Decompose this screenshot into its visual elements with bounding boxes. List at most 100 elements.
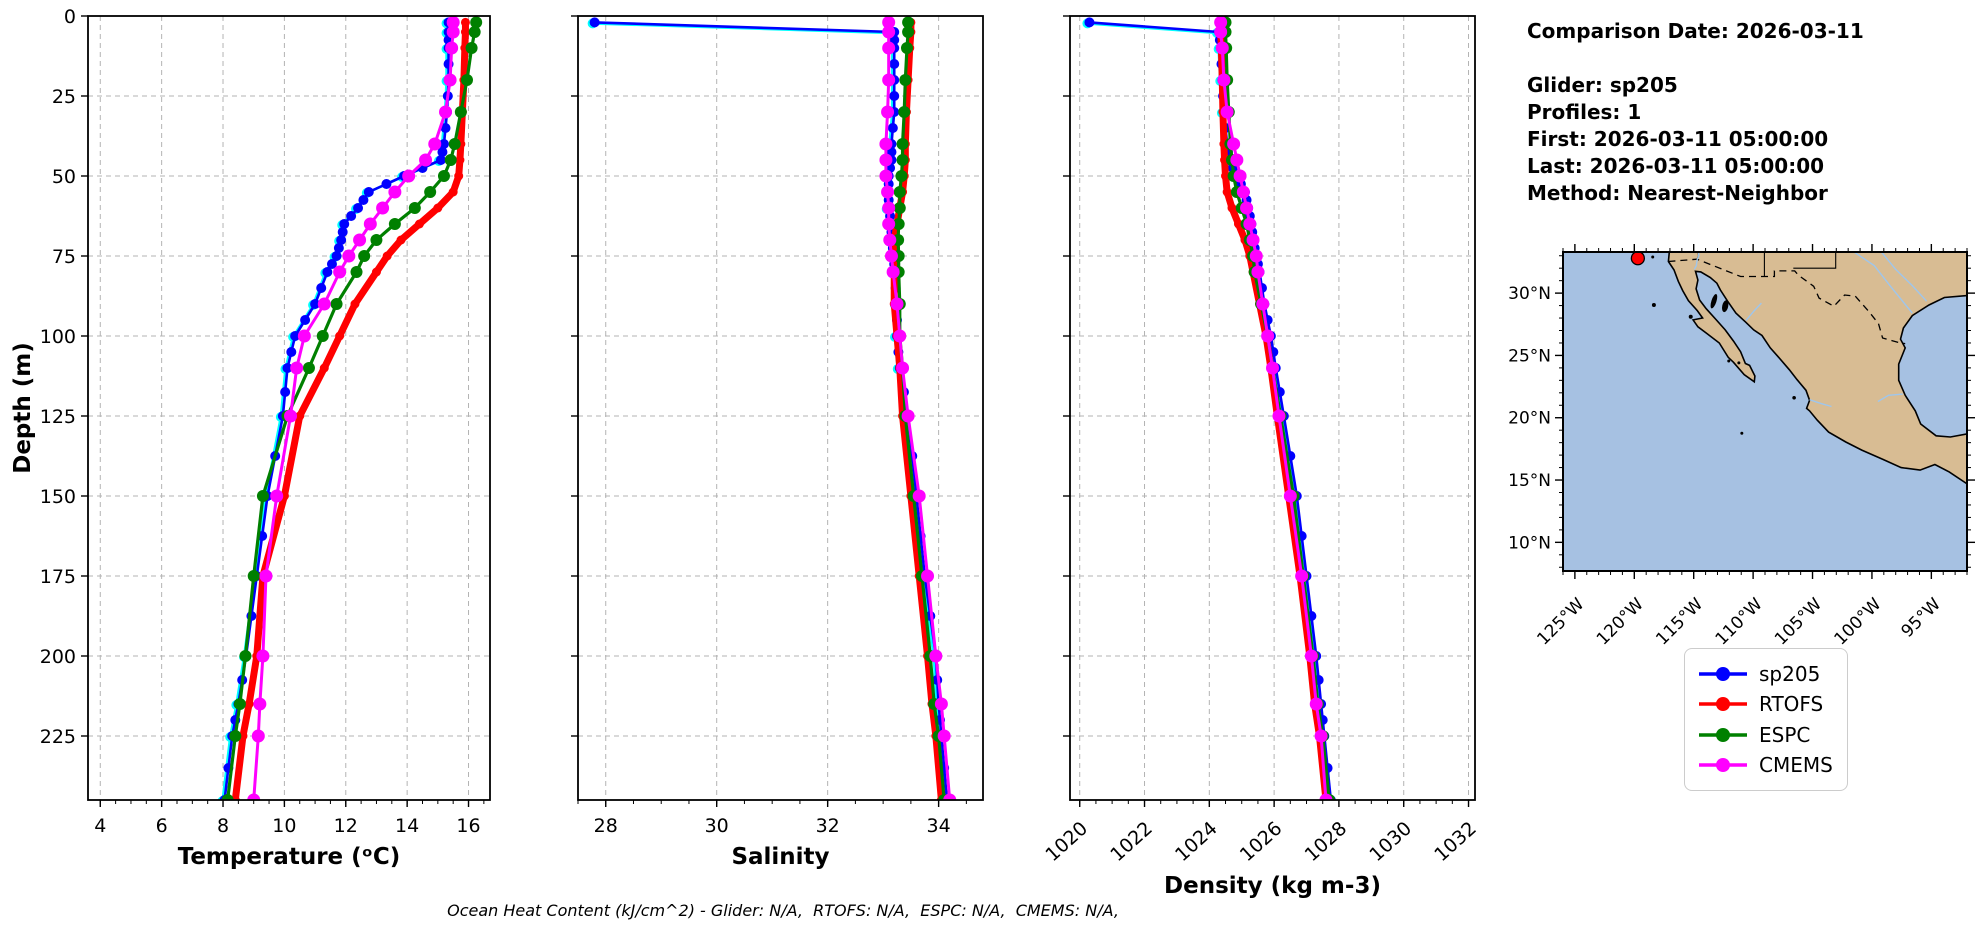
series-CMEMS-marker	[937, 729, 951, 743]
series-CMEMS-marker	[445, 41, 459, 55]
series-RTOFS-marker	[350, 299, 360, 309]
map-land	[1667, 252, 1967, 485]
series-sp205-marker	[300, 315, 311, 325]
series-RTOFS-marker	[396, 235, 406, 245]
depth-axis: Depth (m)	[10, 342, 36, 474]
series-ESPC-marker	[302, 362, 315, 374]
density-axis-title: Density (kg m-3)	[1164, 873, 1381, 899]
x-tick-label: 1020	[1041, 817, 1092, 866]
series-CMEMS-marker	[402, 169, 416, 183]
series-CMEMS-marker	[363, 217, 377, 231]
legend-swatch-ESPC	[1699, 727, 1747, 742]
salinity-axis-title: Salinity	[731, 844, 829, 870]
series-CMEMS-marker	[1246, 233, 1260, 247]
series-ESPC-marker	[454, 106, 467, 118]
series-CMEMS-marker	[886, 265, 900, 279]
series-CMEMS-marker	[1230, 153, 1244, 167]
series-CMEMS-marker	[428, 137, 442, 151]
series-ESPC-marker	[388, 218, 401, 230]
series-CMEMS-marker	[912, 489, 926, 503]
glider-position-marker	[1630, 252, 1646, 266]
series-CMEMS-marker	[882, 25, 896, 39]
series-CMEMS-marker	[1304, 649, 1318, 663]
series-sp205-marker	[440, 123, 451, 133]
depth-tick-label: 225	[40, 726, 76, 748]
series-ESPC-marker	[896, 138, 909, 150]
series-ESPC-marker	[316, 330, 329, 342]
series-CMEMS-marker	[419, 153, 433, 167]
map-us-mexico-border	[1668, 258, 1906, 345]
series-CMEMS-marker	[446, 16, 460, 29]
map-lon-label: 95°W	[1898, 594, 1945, 641]
map-lon-label: 110°W	[1712, 594, 1767, 649]
series-ESPC-marker	[221, 794, 234, 800]
series-RTOFS-marker	[1233, 219, 1243, 229]
series-CMEMS-marker	[1220, 105, 1234, 119]
series-CMEMS-marker	[284, 409, 298, 423]
series-ESPC-marker	[470, 16, 483, 29]
map-lon-label: 125°W	[1533, 594, 1588, 649]
location-map: 125°W 120°W 115°W 110°W 105°W 100°W 95°W 30°N 25…	[1508, 244, 1975, 649]
map-lat-label: 25°N	[1508, 346, 1551, 366]
series-CMEMS-marker	[251, 729, 265, 743]
series-ESPC-marker	[247, 570, 260, 582]
depth-tick-label: 25	[52, 86, 76, 108]
series-ESPC-marker	[424, 186, 437, 198]
series-ESPC-marker	[898, 106, 911, 118]
series-CMEMS-marker	[881, 185, 895, 199]
temperature-axis-title: Temperature (ᵒC)	[178, 844, 401, 870]
series-sp205-marker	[353, 203, 364, 213]
x-tick-label: 1022	[1106, 817, 1157, 866]
map-lon-label: 100°W	[1830, 594, 1885, 649]
series-CMEMS-marker	[882, 73, 896, 87]
info-line-6: Method: Nearest-Neighbor	[1527, 181, 1828, 205]
ohc-footer: Ocean Heat Content (kJ/cm^2) - Glider: N…	[447, 901, 1119, 920]
map-island	[1710, 294, 1718, 309]
series-CMEMS-marker	[882, 41, 896, 55]
series-RTOFS-marker	[448, 187, 458, 197]
series-RTOFS-marker	[1221, 171, 1231, 181]
series-sp205-marker	[438, 139, 449, 149]
series-CMEMS-marker	[882, 201, 896, 215]
series-CMEMS-marker	[1309, 697, 1323, 711]
temperature-plot: 4 6 8 10 12 14 16 0 25 50 75 100 125 150 175 200 225 Temp…	[40, 6, 491, 870]
series-RTOFS-marker	[371, 267, 381, 277]
info-line-1	[1527, 45, 1864, 72]
info-line-4: First: 2026-03-11 05:00:00	[1527, 127, 1829, 151]
x-tick-label: 14	[395, 815, 419, 837]
series-CMEMS-marker	[439, 105, 453, 119]
series-ESPC-marker	[902, 16, 915, 29]
series-RTOFS-marker	[335, 331, 345, 341]
series-CMEMS-marker	[879, 169, 893, 183]
series-CMEMS	[247, 16, 460, 800]
series-sp205-marker	[339, 219, 350, 229]
series-CMEMS-marker	[333, 265, 347, 279]
series-CMEMS-marker	[317, 297, 331, 311]
legend-item-sp205: sp205	[1697, 662, 1847, 686]
series-sp205-line	[223, 21, 450, 800]
series-CMEMS-marker	[1227, 137, 1241, 151]
series-RTOFS-marker	[295, 411, 305, 421]
series-ESPC-marker	[408, 202, 421, 214]
series-CMEMS-marker	[253, 697, 267, 711]
map-island	[1722, 300, 1729, 313]
series-CMEMS-marker	[1314, 729, 1328, 743]
series-sp205-marker	[358, 195, 369, 205]
legend-label: sp205	[1759, 662, 1821, 687]
series-CMEMS-marker	[443, 73, 457, 87]
legend-swatch-RTOFS	[1699, 697, 1747, 712]
series-CMEMS-marker	[353, 233, 367, 247]
series-ESPC-marker	[437, 170, 450, 182]
series-CMEMS-marker	[376, 201, 390, 215]
series-sp205-marker	[336, 235, 347, 245]
x-tick-label: 28	[594, 815, 618, 837]
series-ESPC-marker	[892, 218, 905, 230]
series-CMEMS-marker	[1243, 217, 1257, 231]
map-lat-label: 10°N	[1508, 533, 1551, 553]
x-tick-label: 12	[334, 815, 358, 837]
series-CMEMS-line	[884, 20, 952, 800]
series-ESPC-marker	[330, 298, 343, 310]
series-CMEMS-marker	[879, 137, 893, 151]
